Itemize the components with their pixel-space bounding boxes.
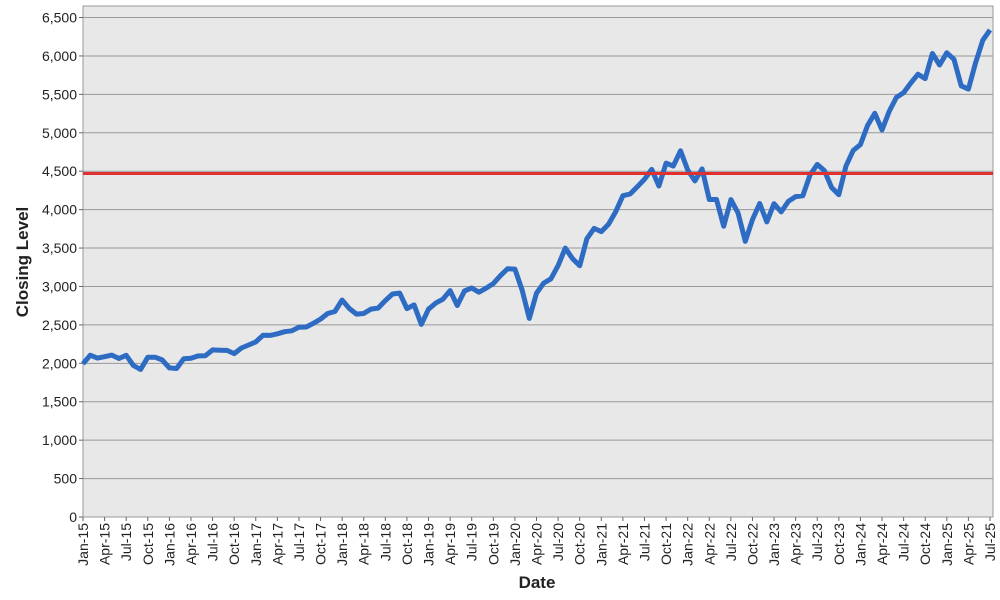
x-tick-label: Jan-22 (680, 523, 696, 566)
x-tick-label: Oct-21 (658, 523, 674, 565)
x-tick-label: Apr-25 (960, 523, 976, 565)
x-tick-label: Jul-17 (291, 523, 307, 561)
y-tick-label: 4,500 (42, 163, 77, 179)
y-tick-label: 3,000 (42, 278, 77, 294)
x-tick-label: Oct-17 (313, 523, 329, 565)
y-tick-label: 6,000 (42, 48, 77, 64)
y-tick-label: 6,500 (42, 10, 77, 26)
x-tick-label: Apr-15 (97, 523, 113, 565)
y-tick-label: 2,500 (42, 317, 77, 333)
x-tick-label: Jul-21 (636, 523, 652, 561)
x-tick-label: Oct-15 (140, 523, 156, 565)
x-tick-label: Apr-18 (356, 523, 372, 565)
x-tick-label: Jul-24 (896, 523, 912, 561)
y-tick-label: 5,500 (42, 86, 77, 102)
x-tick-label: Jul-19 (464, 523, 480, 561)
x-tick-label: Oct-22 (744, 523, 760, 565)
x-tick-label: Jan-20 (507, 523, 523, 566)
y-axis-title: Closing Level (13, 207, 32, 318)
x-tick-label: Oct-20 (572, 523, 588, 565)
x-tick-label: Jul-23 (809, 523, 825, 561)
y-tick-label: 500 (54, 471, 78, 487)
x-tick-label: Apr-24 (874, 523, 890, 565)
y-tick-label: 3,500 (42, 240, 77, 256)
x-tick-label: Apr-20 (529, 523, 545, 565)
plot-area (82, 5, 994, 518)
x-tick-label: Jul-18 (377, 523, 393, 561)
x-tick-label: Apr-17 (269, 523, 285, 565)
x-tick-label: Jul-22 (723, 523, 739, 561)
x-tick-label: Jul-20 (550, 523, 566, 561)
x-tick-label: Apr-19 (442, 523, 458, 565)
x-tick-label: Jan-24 (852, 523, 868, 566)
x-tick-label: Apr-23 (788, 523, 804, 565)
x-tick-label: Oct-16 (226, 523, 242, 565)
y-tick-label: 1,500 (42, 394, 77, 410)
y-tick-label: 2,000 (42, 355, 77, 371)
x-tick-label: Apr-16 (183, 523, 199, 565)
x-axis-title: Date (519, 573, 556, 592)
x-tick-label: Jul-15 (118, 523, 134, 561)
y-tick-label: 1,000 (42, 432, 77, 448)
x-tick-label: Apr-22 (701, 523, 717, 565)
x-tick-label: Jan-15 (75, 523, 91, 566)
x-tick-label: Jan-16 (161, 523, 177, 566)
x-tick-label: Apr-21 (615, 523, 631, 565)
y-tick-label: 0 (69, 509, 77, 525)
x-tick-label: Oct-18 (399, 523, 415, 565)
x-tick-label: Jan-17 (248, 523, 264, 566)
x-tick-label: Jul-25 (982, 523, 998, 561)
x-tick-label: Jul-16 (205, 523, 221, 561)
x-tick-label: Oct-19 (485, 523, 501, 565)
x-tick-label: Jan-19 (421, 523, 437, 566)
line (81, 28, 993, 372)
y-tick-label: 4,000 (42, 202, 77, 218)
x-tick-label: Jan-21 (593, 523, 609, 566)
y-tick-label: 5,000 (42, 125, 77, 141)
x-tick-label: Oct-24 (917, 523, 933, 565)
x-tick-label: Jan-25 (939, 523, 955, 566)
x-tick-label: Jan-23 (766, 523, 782, 566)
x-tick-label: Jan-18 (334, 523, 350, 566)
x-tick-label: Oct-23 (831, 523, 847, 565)
